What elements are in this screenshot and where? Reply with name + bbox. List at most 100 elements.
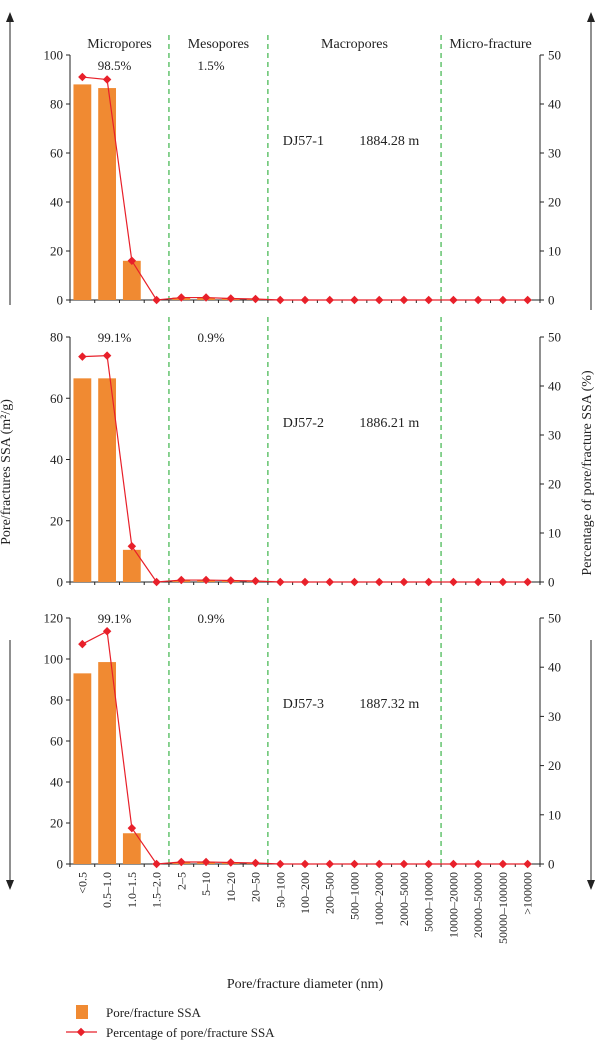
pct-marker bbox=[102, 627, 112, 636]
sample-id-label: DJ57-3 bbox=[283, 697, 324, 712]
sample-depth-label: 1884.28 m bbox=[359, 134, 419, 149]
pct-marker bbox=[201, 293, 211, 302]
x-tick-label: 5000–10000 bbox=[422, 872, 436, 932]
right-tick-label: 0 bbox=[548, 575, 555, 590]
left-axis-label-group: Pore/fractures SSA (m²/g) bbox=[0, 12, 14, 890]
ssa-bar bbox=[122, 549, 141, 582]
right-tick-label: 0 bbox=[548, 857, 555, 872]
right-tick-label: 30 bbox=[548, 428, 561, 443]
pct-marker bbox=[177, 857, 186, 867]
pct-marker bbox=[399, 577, 409, 587]
left-tick-label: 20 bbox=[50, 513, 63, 528]
pct-marker bbox=[78, 72, 87, 82]
pct-marker bbox=[226, 858, 236, 867]
x-tick-label: 50000–100000 bbox=[496, 872, 510, 944]
panel-3: 0 20 40 60 80 100 120 0 10 20 30 40 50 99.1% 0.9% DJ57-… bbox=[44, 598, 561, 872]
pct-marker bbox=[127, 823, 137, 833]
micropore-percent-label: 98.5% bbox=[98, 58, 132, 73]
x-axis-label: Pore/fracture diameter (nm) bbox=[227, 977, 384, 992]
x-tick-label: 1.5–2.0 bbox=[150, 872, 164, 908]
left-tick-label: 80 bbox=[50, 693, 63, 708]
right-tick-label: 40 bbox=[548, 97, 561, 112]
ssa-bar bbox=[122, 260, 141, 300]
pct-marker bbox=[251, 294, 260, 304]
left-tick-label: 40 bbox=[50, 775, 63, 790]
left-tick-label: 100 bbox=[44, 48, 64, 63]
left-tick-label: 0 bbox=[57, 575, 64, 590]
x-tick-label: 10–20 bbox=[224, 872, 238, 902]
pct-marker bbox=[325, 295, 334, 305]
left-tick-label: 80 bbox=[50, 97, 63, 112]
region-label: Macropores bbox=[321, 37, 388, 52]
right-axis-label: Percentage of pore/fracture SSA (%) bbox=[580, 370, 595, 576]
pct-marker bbox=[498, 295, 508, 305]
right-tick-label: 10 bbox=[548, 244, 561, 259]
pct-marker bbox=[152, 295, 161, 305]
x-tick-label: 5–10 bbox=[199, 872, 213, 896]
x-tick-label: 1000–2000 bbox=[372, 872, 386, 926]
legend-line-label: Percentage of pore/fracture SSA bbox=[106, 1025, 275, 1040]
pct-marker bbox=[201, 857, 211, 867]
left-tick-label: 120 bbox=[44, 611, 64, 626]
pct-marker bbox=[350, 859, 359, 869]
pct-marker bbox=[424, 577, 433, 587]
micropore-percent-label: 99.1% bbox=[98, 330, 132, 345]
pct-marker bbox=[374, 859, 384, 869]
ssa-bar bbox=[73, 84, 92, 301]
panel-1: 0 20 40 60 80 100 0 10 20 30 40 50 Micropores Mesopor… bbox=[44, 35, 561, 308]
sample-id-label: DJ57-1 bbox=[283, 134, 324, 149]
pct-marker bbox=[449, 859, 458, 869]
pct-marker bbox=[201, 575, 211, 585]
sample-depth-label: 1887.32 m bbox=[359, 697, 419, 712]
legend-bar-label: Pore/fracture SSA bbox=[106, 1005, 202, 1020]
right-tick-label: 10 bbox=[548, 526, 561, 541]
left-tick-label: 0 bbox=[57, 857, 64, 872]
micropore-percent-label: 99.1% bbox=[98, 611, 132, 626]
pct-marker bbox=[523, 859, 532, 869]
pct-marker bbox=[102, 75, 112, 84]
left-tick-label: 20 bbox=[50, 816, 63, 831]
mesopore-percent-label: 0.9% bbox=[197, 611, 224, 626]
right-axis-label-group: Percentage of pore/fracture SSA (%) bbox=[580, 12, 595, 890]
left-tick-label: 60 bbox=[50, 734, 63, 749]
x-tick-label: 100–200 bbox=[298, 872, 312, 914]
pct-marker bbox=[498, 859, 508, 869]
pct-marker bbox=[226, 294, 236, 303]
left-tick-label: 60 bbox=[50, 391, 63, 406]
legend: Pore/fracture SSA Percentage of pore/fra… bbox=[66, 1005, 275, 1040]
left-tick-label: 40 bbox=[50, 195, 63, 210]
x-tick-label: 0.5–1.0 bbox=[100, 872, 114, 908]
x-tick-label: 2–5 bbox=[174, 872, 188, 890]
pct-marker bbox=[374, 295, 384, 305]
pct-marker bbox=[251, 858, 260, 868]
up-arrow-icon bbox=[6, 12, 14, 22]
pct-marker bbox=[523, 295, 532, 305]
pct-marker bbox=[78, 352, 87, 361]
ssa-bar bbox=[98, 662, 117, 864]
pct-marker bbox=[127, 256, 137, 266]
pct-marker bbox=[78, 639, 87, 649]
right-tick-label: 0 bbox=[548, 293, 555, 308]
pct-marker bbox=[473, 859, 483, 869]
pct-marker bbox=[177, 575, 186, 585]
pct-marker bbox=[473, 295, 483, 305]
x-tick-label: 20000–50000 bbox=[471, 872, 485, 938]
pct-marker bbox=[300, 577, 310, 587]
pct-marker bbox=[350, 577, 359, 587]
pct-marker bbox=[424, 859, 433, 869]
x-tick-label: 2000–5000 bbox=[397, 872, 411, 926]
pct-marker bbox=[276, 295, 285, 305]
right-tick-label: 40 bbox=[548, 660, 561, 675]
pct-marker bbox=[152, 577, 161, 587]
ssa-bar bbox=[98, 378, 117, 582]
ssa-bar bbox=[122, 833, 141, 864]
pct-marker bbox=[300, 295, 310, 305]
x-tick-label: >100000 bbox=[521, 872, 535, 915]
pct-line bbox=[82, 630, 528, 865]
right-tick-label: 20 bbox=[548, 477, 561, 492]
right-tick-label: 10 bbox=[548, 807, 561, 822]
up-arrow-icon bbox=[587, 12, 595, 22]
left-tick-label: 100 bbox=[44, 652, 64, 667]
pct-marker bbox=[350, 295, 359, 305]
